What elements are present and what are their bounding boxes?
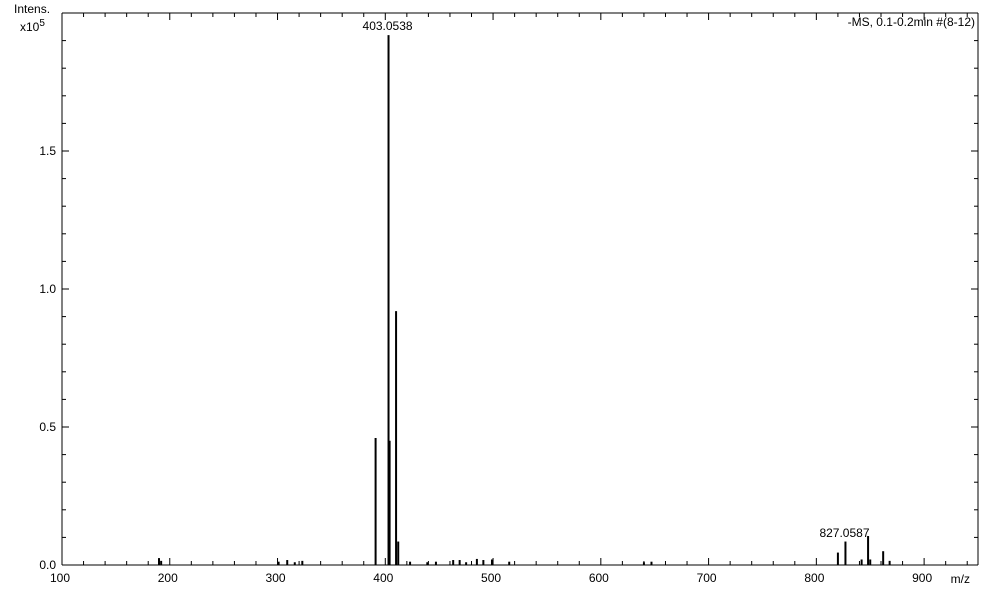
x-tick-label: 200	[158, 571, 178, 585]
y-tick-label: 1.5	[39, 144, 56, 158]
x-tick-label: 600	[589, 571, 609, 585]
y-tick-label: 0.5	[39, 420, 56, 434]
spectrum-plot	[0, 0, 1000, 607]
x-tick-label: 500	[481, 571, 501, 585]
x-tick-label: 700	[697, 571, 717, 585]
y-tick-label: 0.0	[39, 558, 56, 572]
mass-spectrum-chart: Intens. x105 -MS, 0.1-0.2min #(8-12) m/z…	[0, 0, 1000, 607]
x-tick-label: 100	[50, 571, 70, 585]
peak-label: 827.0587	[819, 526, 869, 540]
y-tick-label: 1.0	[39, 282, 56, 296]
x-tick-label: 300	[266, 571, 286, 585]
x-tick-label: 900	[912, 571, 932, 585]
peak-label: 403.0538	[363, 19, 413, 33]
x-tick-label: 400	[373, 571, 393, 585]
x-tick-label: 800	[804, 571, 824, 585]
